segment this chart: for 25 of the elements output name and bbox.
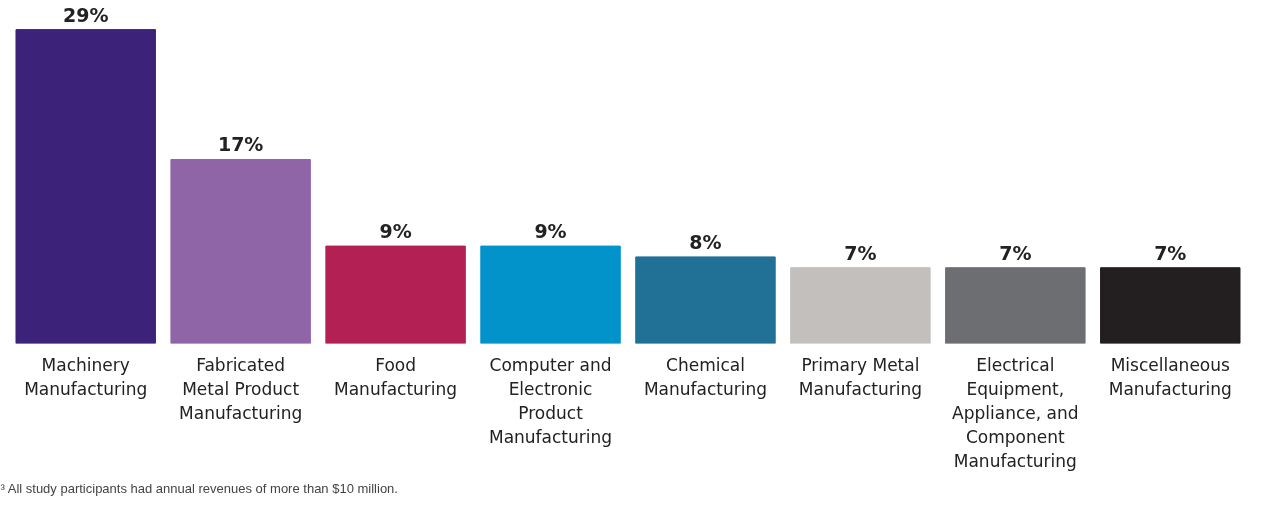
bar: [480, 245, 621, 344]
bar: [945, 267, 1086, 344]
bar: [325, 245, 466, 344]
x-tick-label: Primary Metal Manufacturing: [798, 354, 922, 399]
data-label: 7%: [1154, 241, 1187, 264]
data-label: 8%: [689, 230, 722, 253]
x-tick-label: Fabricated Metal Product Manufacturing: [179, 354, 303, 423]
bar: [790, 267, 931, 344]
data-label: 29%: [62, 3, 109, 26]
x-tick-label: Miscellaneous Manufacturing: [1108, 354, 1232, 399]
x-tick-label: Computer and Electronic Product Manufacturing: [488, 354, 613, 447]
bar: [635, 256, 776, 344]
x-tick-label: Chemical Manufacturing: [643, 354, 768, 399]
bar: [170, 159, 311, 344]
bar: [15, 29, 156, 344]
bar: [1100, 267, 1241, 344]
x-tick-label: Food Manufacturing: [334, 354, 458, 399]
x-tick-label: Machinery Manufacturing: [24, 354, 148, 399]
data-label: 7%: [844, 241, 877, 264]
data-label: 9%: [379, 220, 412, 243]
text: ³ All study participants had annual revenues of more than $10 million.: [0, 480, 398, 496]
x-tick-label: Electrical Equipment, Appliance, and Component Manufacturing: [952, 354, 1079, 471]
data-label: 17%: [217, 133, 264, 156]
data-label: 7%: [999, 241, 1032, 264]
data-label: 9%: [534, 220, 567, 243]
